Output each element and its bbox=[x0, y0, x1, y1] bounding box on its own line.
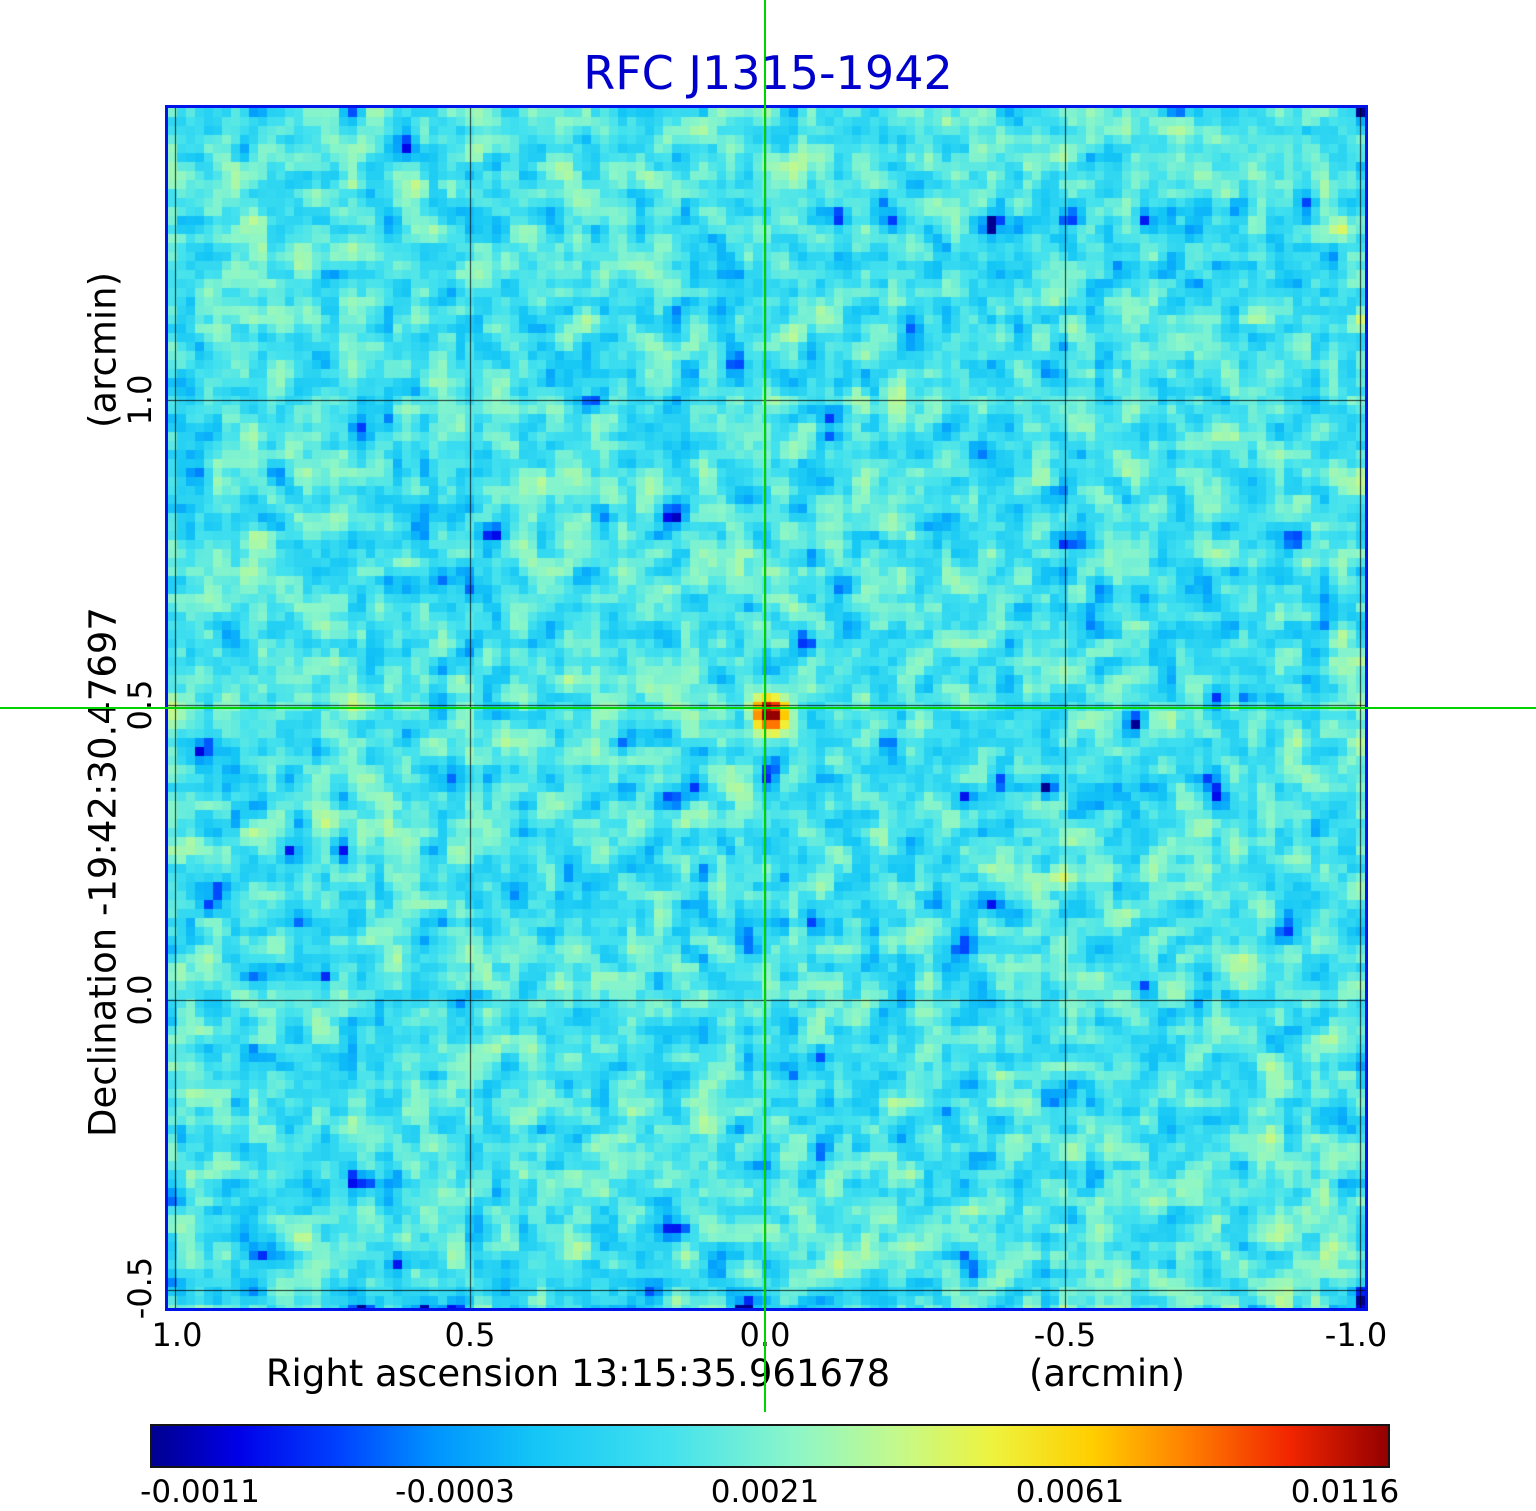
y-tick-label: -0.5 bbox=[121, 1256, 159, 1320]
x-axis-title: Right ascension 13:15:35.961678 bbox=[265, 1352, 891, 1395]
crosshair-vertical-line bbox=[764, 0, 766, 1412]
y-tick-label: 0.5 bbox=[121, 679, 159, 731]
y-tick-label: 0.0 bbox=[121, 974, 159, 1026]
colorbar-tick-label: -0.0011 bbox=[140, 1474, 260, 1510]
page-title: RFC J1315-1942 bbox=[583, 46, 953, 100]
colorbar-tick-label: 0.0061 bbox=[1015, 1474, 1125, 1510]
y-tick-label: 1.0 bbox=[121, 374, 159, 426]
x-tick-label: -1.0 bbox=[1324, 1316, 1388, 1354]
colorbar-tick-label: 0.0021 bbox=[710, 1474, 820, 1510]
crosshair-horizontal-line bbox=[0, 707, 1536, 709]
x-axis-unit-label: (arcmin) bbox=[1028, 1352, 1186, 1395]
colorbar-tick-label: 0.0116 bbox=[1290, 1474, 1400, 1510]
y-axis-unit-label: (arcmin) bbox=[81, 271, 125, 429]
x-tick-label: -0.5 bbox=[1033, 1316, 1097, 1354]
colorbar-tick-label: -0.0003 bbox=[395, 1474, 515, 1510]
x-tick-label: 1.0 bbox=[151, 1316, 203, 1354]
colorbar bbox=[150, 1424, 1390, 1468]
y-axis-title: Declination -19:42:30.47697 bbox=[81, 607, 125, 1137]
x-tick-label: 0.5 bbox=[444, 1316, 496, 1354]
